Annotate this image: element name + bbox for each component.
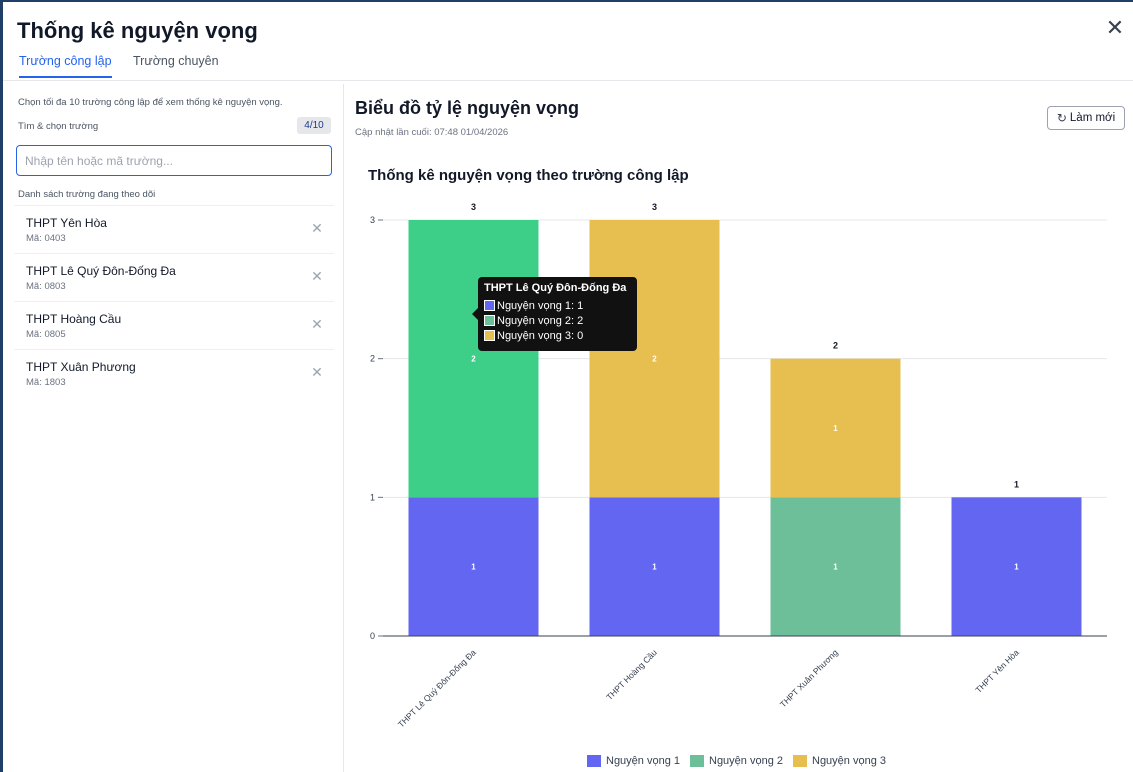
legend-label: Nguyện vọng 1 [606,755,680,767]
tooltip-row: Nguyện vọng 1: 1 [484,298,631,313]
segment-label: 1 [652,563,657,572]
list-item: THPT Hoàng Cầu Mã: 0805 ✕ [14,301,334,349]
school-name: THPT Lê Quý Đôn-Đống Đa [26,264,176,278]
list-item: THPT Yên Hòa Mã: 0403 ✕ [14,205,334,253]
chart-legend: Nguyện vọng 1 Nguyện vọng 2 Nguyện vọng … [587,755,896,767]
stacked-bar-chart: Thống kê nguyện vọng theo trường công lậ… [368,167,1107,729]
school-code: Mã: 1803 [26,377,66,388]
y-tick-label: 0 [370,631,375,641]
segment-label: 1 [833,563,838,572]
school-name: THPT Xuân Phương [26,360,136,374]
legend-item[interactable]: Nguyện vọng 2 [690,755,783,767]
tooltip-arrow [472,308,478,320]
tooltip-swatch [484,330,495,341]
remove-school-icon[interactable]: ✕ [311,316,323,332]
remove-school-icon[interactable]: ✕ [311,268,323,284]
segment-label: 2 [471,355,476,364]
school-code: Mã: 0805 [26,329,66,340]
segment-label: 1 [1014,563,1019,572]
selected-count-badge: 4/10 [297,117,331,134]
chart-tooltip: THPT Lê Quý Đôn-Đống Đa Nguyện vọng 1: 1… [478,277,637,351]
legend-label: Nguyện vọng 3 [812,755,886,767]
x-tick-label: THPT Hoàng Cầu [604,647,659,702]
list-item: THPT Xuân Phương Mã: 1803 ✕ [14,349,334,397]
bar-segment [770,497,901,636]
legend-item[interactable]: Nguyện vọng 3 [793,755,886,767]
bar-segment [589,497,720,636]
bar-total-label: 2 [833,341,838,351]
x-tick-label: THPT Xuân Phương [778,647,840,709]
last-updated: Cập nhật lần cuối: 07:48 01/04/2026 [355,127,509,138]
remove-school-icon[interactable]: ✕ [311,220,323,236]
tracked-list-label: Danh sách trường đang theo dõi [18,189,156,200]
y-tick-label: 2 [370,354,375,364]
x-tick-label: THPT Yên Hòa [973,647,1021,695]
school-name: THPT Hoàng Cầu [26,312,122,326]
y-tick-label: 3 [370,215,375,225]
segment-label: 1 [833,424,838,433]
school-selection-panel: Chọn tối đa 10 trường công lập để xem th… [6,84,344,772]
tracked-school-list: THPT Yên Hòa Mã: 0403 ✕ THPT Lê Quý Đôn-… [14,205,334,397]
school-code: Mã: 0803 [26,281,66,292]
tooltip-row: Nguyện vọng 3: 0 [484,328,631,343]
refresh-button[interactable]: ↻ Làm mới [1047,106,1125,130]
segment-label: 2 [652,355,657,364]
bar-segment [951,497,1082,636]
bar-segment [408,220,539,498]
school-name: THPT Yên Hòa [26,216,107,230]
x-tick-label: THPT Lê Quý Đôn-Đống Đa [396,647,478,729]
tooltip-row-text: Nguyện vọng 1: 1 [497,299,584,312]
bar-segment [589,220,720,498]
selection-hint: Chọn tối đa 10 trường công lập để xem th… [18,97,283,108]
tooltip-row-text: Nguyện vọng 3: 0 [497,329,584,342]
tab-public-schools[interactable]: Trường công lập [19,54,112,78]
legend-item[interactable]: Nguyện vọng 1 [587,755,680,767]
tooltip-swatch [484,300,495,311]
dialog-title: Thống kê nguyện vọng [17,18,258,43]
bar-total-label: 3 [652,202,657,212]
tab-divider [3,80,1133,81]
close-icon[interactable]: ✕ [1105,15,1125,40]
search-label: Tìm & chọn trường [18,121,99,132]
tooltip-row-text: Nguyện vọng 2: 2 [497,314,584,327]
tooltip-row: Nguyện vọng 2: 2 [484,313,631,328]
main-title: Biểu đồ tỷ lệ nguyện vọng [355,98,580,118]
refresh-label: Làm mới [1069,112,1116,124]
segment-label: 1 [471,563,476,572]
tooltip-title: THPT Lê Quý Đôn-Đống Đa [484,282,627,294]
legend-swatch [793,755,807,767]
bar-total-label: 3 [471,202,476,212]
tooltip-swatch [484,315,495,326]
school-code: Mã: 0403 [26,233,66,244]
legend-swatch [587,755,601,767]
y-tick-label: 1 [370,492,375,502]
bar-segment [408,497,539,636]
legend-swatch [690,755,704,767]
refresh-icon: ↻ [1056,111,1067,125]
tab-specialized-schools[interactable]: Trường chuyên [133,54,219,68]
bar-total-label: 1 [1014,479,1019,489]
chart-title: Thống kê nguyện vọng theo trường công lậ… [368,167,689,184]
school-search-input[interactable] [16,145,332,176]
remove-school-icon[interactable]: ✕ [311,364,323,380]
bar-segment [770,358,901,498]
legend-label: Nguyện vọng 2 [709,755,783,767]
list-item: THPT Lê Quý Đôn-Đống Đa Mã: 0803 ✕ [14,253,334,301]
